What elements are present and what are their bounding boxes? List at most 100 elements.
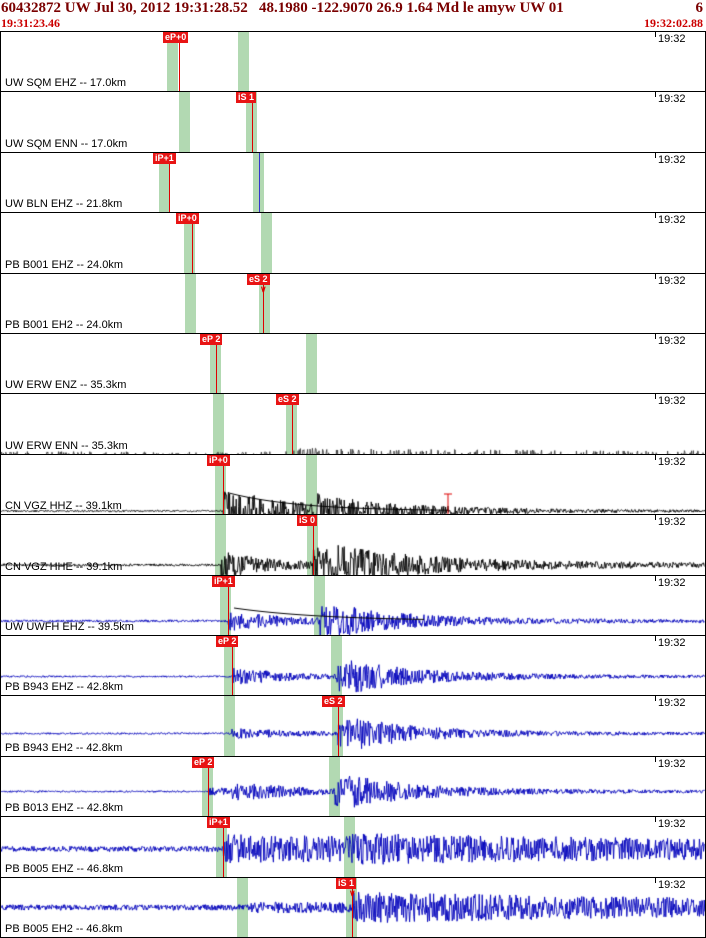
waveform-canvas[interactable]: [1, 394, 705, 454]
phase-pick-label[interactable]: iS 1: [236, 92, 257, 104]
trace-panel[interactable]: 19:32 UW SQM ENN -- 17.0km iS 1: [0, 91, 706, 153]
phase-pick-line[interactable]: [292, 394, 293, 454]
first-motion-flag: ∨: [349, 887, 356, 898]
waveform-canvas[interactable]: [1, 515, 705, 575]
trace-panel[interactable]: 19:32 CN VGZ HHZ -- 39.1km iP+0: [0, 453, 706, 516]
station-label: CN VGZ HHE -- 39.1km: [5, 560, 123, 573]
phase-pick-label[interactable]: eS 2: [322, 696, 345, 708]
station-label: PB B943 EH2 -- 42.8km: [5, 741, 123, 754]
station-label: UW BLN EHZ -- 21.8km: [5, 198, 123, 211]
station-label: UW ERW ENZ -- 35.3km: [5, 379, 127, 392]
first-motion-flag: ∨: [260, 283, 267, 294]
trace-panel[interactable]: 19:32 PB B013 EHZ -- 42.8km eP 2: [0, 755, 706, 818]
phase-pick-line[interactable]: [223, 454, 224, 515]
phase-pick-label[interactable]: iP+1: [153, 152, 176, 164]
phase-pick-line[interactable]: [313, 515, 314, 575]
phase-pick-line[interactable]: [338, 696, 339, 756]
minute-label: 19:32: [658, 637, 686, 650]
trace-panel[interactable]: 19:32 PB B001 EH2 -- 24.0km eS 2 ∨: [0, 272, 706, 335]
waveform-canvas[interactable]: [1, 334, 705, 394]
event-flag: 6: [695, 0, 704, 16]
time-window-row: 19:31:23.46 19:32:02.88: [0, 17, 706, 30]
phase-pick-line[interactable]: [252, 92, 253, 152]
waveform-canvas[interactable]: [1, 213, 705, 273]
minute-label: 19:32: [658, 214, 686, 227]
minute-tick: [655, 334, 656, 340]
minute-tick: [655, 817, 656, 823]
phase-pick-label[interactable]: iS 1: [336, 877, 357, 889]
trace-panel[interactable]: 19:32 UW UWFH EHZ -- 39.5km iP+1: [0, 574, 706, 637]
phase-pick-line[interactable]: [352, 877, 353, 938]
station-label: UW ERW ENN -- 35.3km: [5, 439, 128, 452]
phase-pick-line[interactable]: [192, 213, 193, 273]
minute-tick: [655, 877, 656, 883]
minute-tick: [655, 454, 656, 460]
minute-label: 19:32: [658, 818, 686, 831]
waveform-canvas[interactable]: [1, 152, 705, 213]
station-label: PB B013 EHZ -- 42.8km: [5, 802, 123, 815]
minute-label: 19:32: [658, 757, 686, 770]
phase-pick-label[interactable]: eP 2: [200, 334, 223, 346]
trace-panel[interactable]: 19:32 PB B005 EH2 -- 46.8km iS 1 ∨: [0, 876, 706, 938]
phase-pick-label[interactable]: iP+0: [176, 213, 199, 225]
phase-pick-line[interactable]: [208, 756, 209, 817]
phase-pick-label[interactable]: iP+0: [207, 454, 230, 466]
minute-tick: [655, 636, 656, 642]
waveform-canvas[interactable]: [1, 817, 705, 877]
phase-pick-label[interactable]: eP 2: [216, 636, 239, 648]
trace-panel[interactable]: 19:32 UW ERW ENZ -- 35.3km eP 2: [0, 333, 706, 395]
waveform-canvas[interactable]: [1, 273, 705, 334]
station-label: UW UWFH EHZ -- 39.5km: [5, 621, 134, 634]
waveform-canvas[interactable]: [1, 756, 705, 817]
trace-panel[interactable]: 19:32 PB B001 EHZ -- 24.0km iP+0: [0, 212, 706, 274]
minute-tick: [655, 32, 656, 37]
aux-pick-line[interactable]: [259, 152, 260, 213]
waveform-canvas[interactable]: [1, 636, 705, 696]
waveform-canvas[interactable]: [1, 454, 705, 515]
waveform-canvas[interactable]: [1, 32, 705, 92]
phase-pick-line[interactable]: [228, 575, 229, 636]
minute-tick: [655, 756, 656, 762]
phase-pick-label[interactable]: eS 2: [247, 273, 270, 285]
minute-label: 19:32: [658, 697, 686, 710]
phase-pick-label[interactable]: eS 2: [276, 394, 299, 406]
minute-tick: [655, 213, 656, 219]
waveform-canvas[interactable]: [1, 92, 705, 152]
station-label: UW SQM EHZ -- 17.0km: [5, 77, 127, 90]
phase-pick-line[interactable]: [232, 636, 233, 696]
trace-panel[interactable]: 19:32 UW BLN EHZ -- 21.8km iP+1: [0, 151, 706, 214]
waveform-canvas[interactable]: [1, 575, 705, 636]
trace-panel[interactable]: 19:32 PB B943 EHZ -- 42.8km eP 2: [0, 635, 706, 697]
station-label: UW SQM ENN -- 17.0km: [5, 137, 128, 150]
minute-label: 19:32: [658, 516, 686, 529]
event-header: 60432872 UW Jul 30, 2012 19:31:28.52 48.…: [0, 0, 706, 17]
phase-pick-line[interactable]: [216, 334, 217, 394]
phase-pick-label[interactable]: eP+0: [163, 32, 189, 43]
trace-panel[interactable]: 19:32 UW SQM EHZ -- 17.0km eP+0: [0, 31, 706, 93]
trace-panel[interactable]: 19:32 UW ERW ENN -- 35.3km eS 2: [0, 393, 706, 455]
trace-panel[interactable]: 19:32 PB B943 EH2 -- 42.8km eS 2: [0, 695, 706, 757]
trace-panel[interactable]: 19:32 PB B005 EHZ -- 46.8km iP+1: [0, 816, 706, 878]
phase-pick-line[interactable]: [223, 817, 224, 877]
event-summary: 60432872 UW Jul 30, 2012 19:31:28.52 48.…: [1, 0, 564, 16]
phase-pick-label[interactable]: eP 2: [192, 756, 215, 768]
station-label: PB B005 EHZ -- 46.8km: [5, 862, 123, 875]
minute-tick: [655, 394, 656, 400]
phase-pick-label[interactable]: iP+1: [212, 575, 235, 587]
minute-tick: [655, 152, 656, 158]
phase-pick-line[interactable]: [263, 273, 264, 334]
minute-tick: [655, 273, 656, 279]
trace-panel[interactable]: 19:32 CN VGZ HHE -- 39.1km iS 0: [0, 514, 706, 576]
waveform-canvas[interactable]: [1, 696, 705, 756]
station-label: PB B943 EHZ -- 42.8km: [5, 681, 123, 694]
phase-pick-line[interactable]: [169, 152, 170, 213]
phase-pick-line[interactable]: [179, 32, 180, 92]
station-label: PB B001 EHZ -- 24.0km: [5, 258, 123, 271]
minute-label: 19:32: [658, 93, 686, 106]
minute-label: 19:32: [658, 33, 686, 45]
phase-pick-label[interactable]: iS 0: [297, 515, 318, 527]
minute-label: 19:32: [658, 335, 686, 348]
minute-tick: [655, 92, 656, 98]
phase-pick-label[interactable]: iP+1: [207, 817, 230, 829]
